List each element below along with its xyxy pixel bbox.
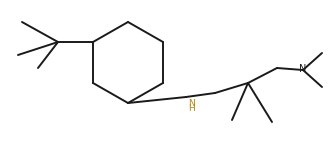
Text: H: H (188, 104, 195, 113)
Text: N: N (299, 64, 307, 74)
Text: N: N (188, 99, 195, 108)
